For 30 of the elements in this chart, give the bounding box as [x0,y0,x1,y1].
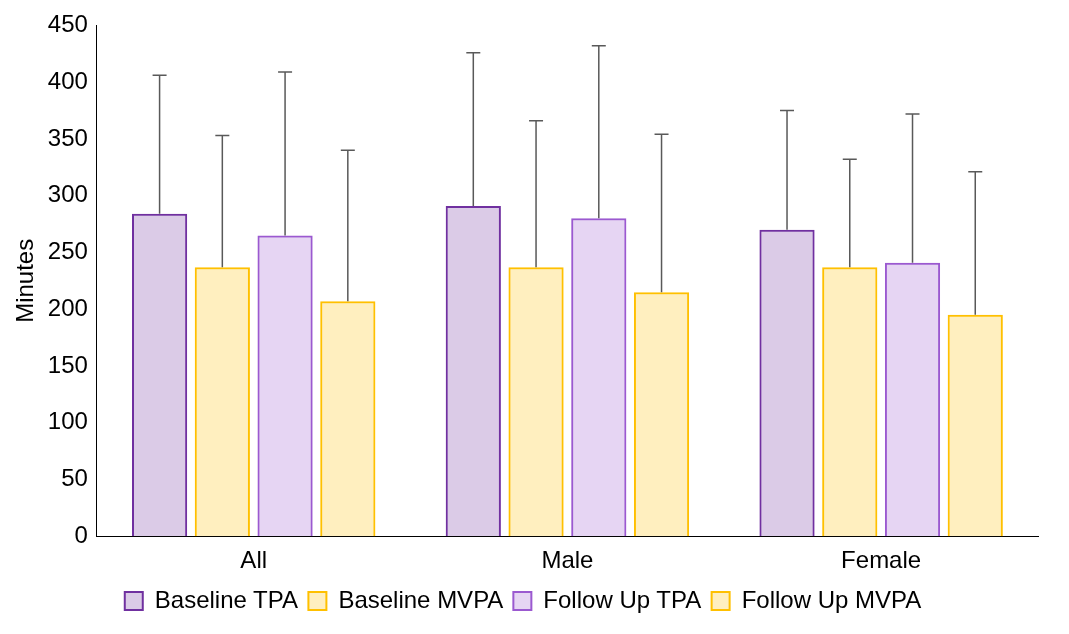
bar [571,218,627,537]
x-tick-label: Male [541,546,594,574]
y-tick-label: 150 [47,350,88,378]
y-tick-label: 350 [47,123,88,151]
y-tick-label: 400 [47,66,88,94]
y-tick-label: 450 [47,10,88,38]
y-tick-label: 100 [47,407,88,435]
bar [194,267,250,537]
bar [257,235,313,537]
y-axis-title: Minutes [11,238,39,323]
bar [759,229,815,537]
y-tick-label: 300 [47,180,88,208]
bar [884,262,941,537]
y-tick-label: 200 [47,293,88,321]
y-tick-label: 0 [74,520,88,548]
y-tick-label: 250 [47,237,88,265]
y-tick-label: 50 [61,464,88,492]
x-tick-label: Female [841,546,922,574]
bar [508,267,564,537]
x-tick-label: All [240,546,268,574]
bar [131,213,188,537]
bar [445,205,501,537]
bar [947,314,1003,537]
legend-label: Follow Up MVPA [741,585,922,613]
bar [320,301,376,537]
legend-label: Baseline MVPA [338,585,504,613]
legend-label: Follow Up TPA [543,585,702,613]
bar [822,267,878,537]
legend-label: Baseline TPA [154,585,298,613]
bar [633,292,690,537]
